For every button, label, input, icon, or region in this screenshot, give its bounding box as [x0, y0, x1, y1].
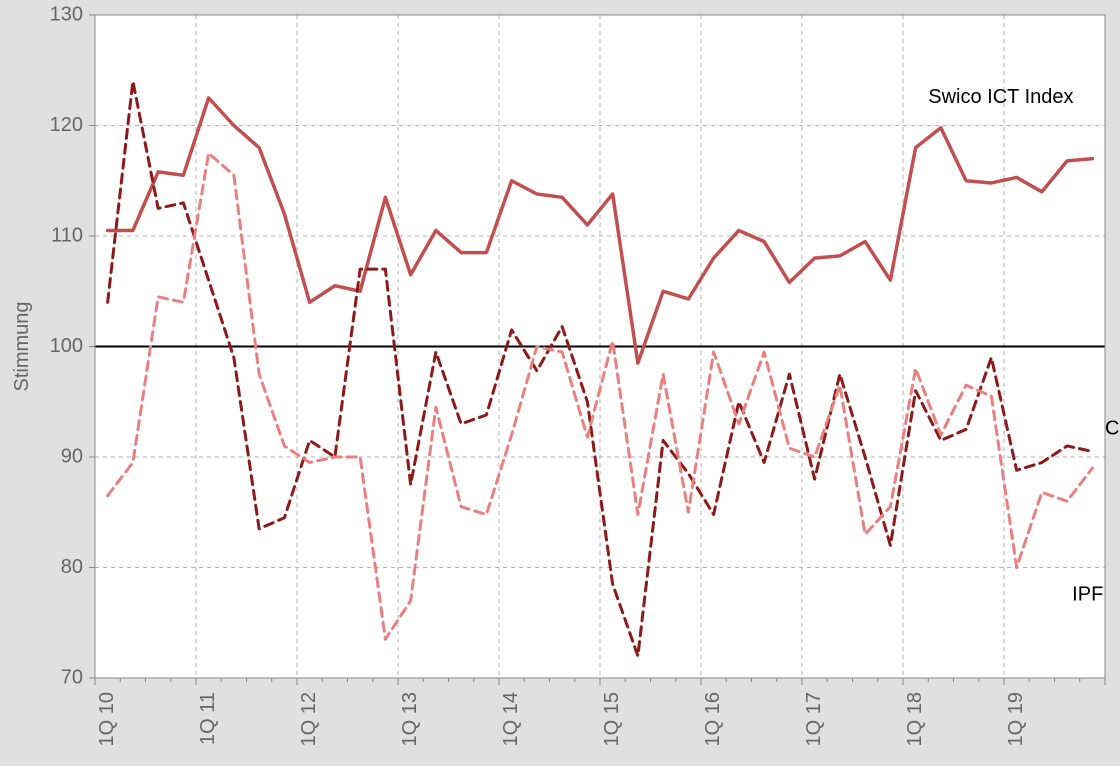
xtick-label: 1Q 15	[601, 692, 623, 746]
yaxis-label: Stimmung	[11, 301, 33, 391]
ytick-label: 70	[61, 666, 83, 688]
ytick-label: 120	[50, 114, 83, 136]
xtick-label: 1Q 10	[96, 692, 118, 746]
ytick-label: 100	[50, 335, 83, 357]
xtick-label: 1Q 16	[702, 692, 724, 746]
xtick-label: 1Q 14	[500, 692, 522, 746]
xtick-label: 1Q 17	[803, 692, 825, 746]
series-label: Swico ICT Index	[928, 86, 1073, 108]
ytick-label: 130	[50, 3, 83, 25]
line-chart: 70 80 90 100 110 120 130 Stimmung 1Q 10 1Q 11 1Q 1…	[0, 0, 1120, 766]
xtick-label: 1Q 12	[298, 692, 320, 746]
ytick-label: 90	[61, 445, 83, 467]
ytick-label: 110	[51, 224, 83, 246]
xtick-label: 1Q 19	[1005, 692, 1027, 746]
ytick-label: 80	[61, 556, 83, 578]
chart-svg: 70 80 90 100 110 120 130 Stimmung 1Q 10 1Q 11 1Q 1…	[0, 0, 1120, 766]
xtick-label: 1Q 11	[197, 692, 219, 745]
series-label: IPF	[1072, 583, 1103, 605]
xtick-label: 1Q 13	[399, 692, 421, 746]
series-label: CE	[1105, 418, 1120, 440]
xtick-label: 1Q 18	[904, 692, 926, 746]
